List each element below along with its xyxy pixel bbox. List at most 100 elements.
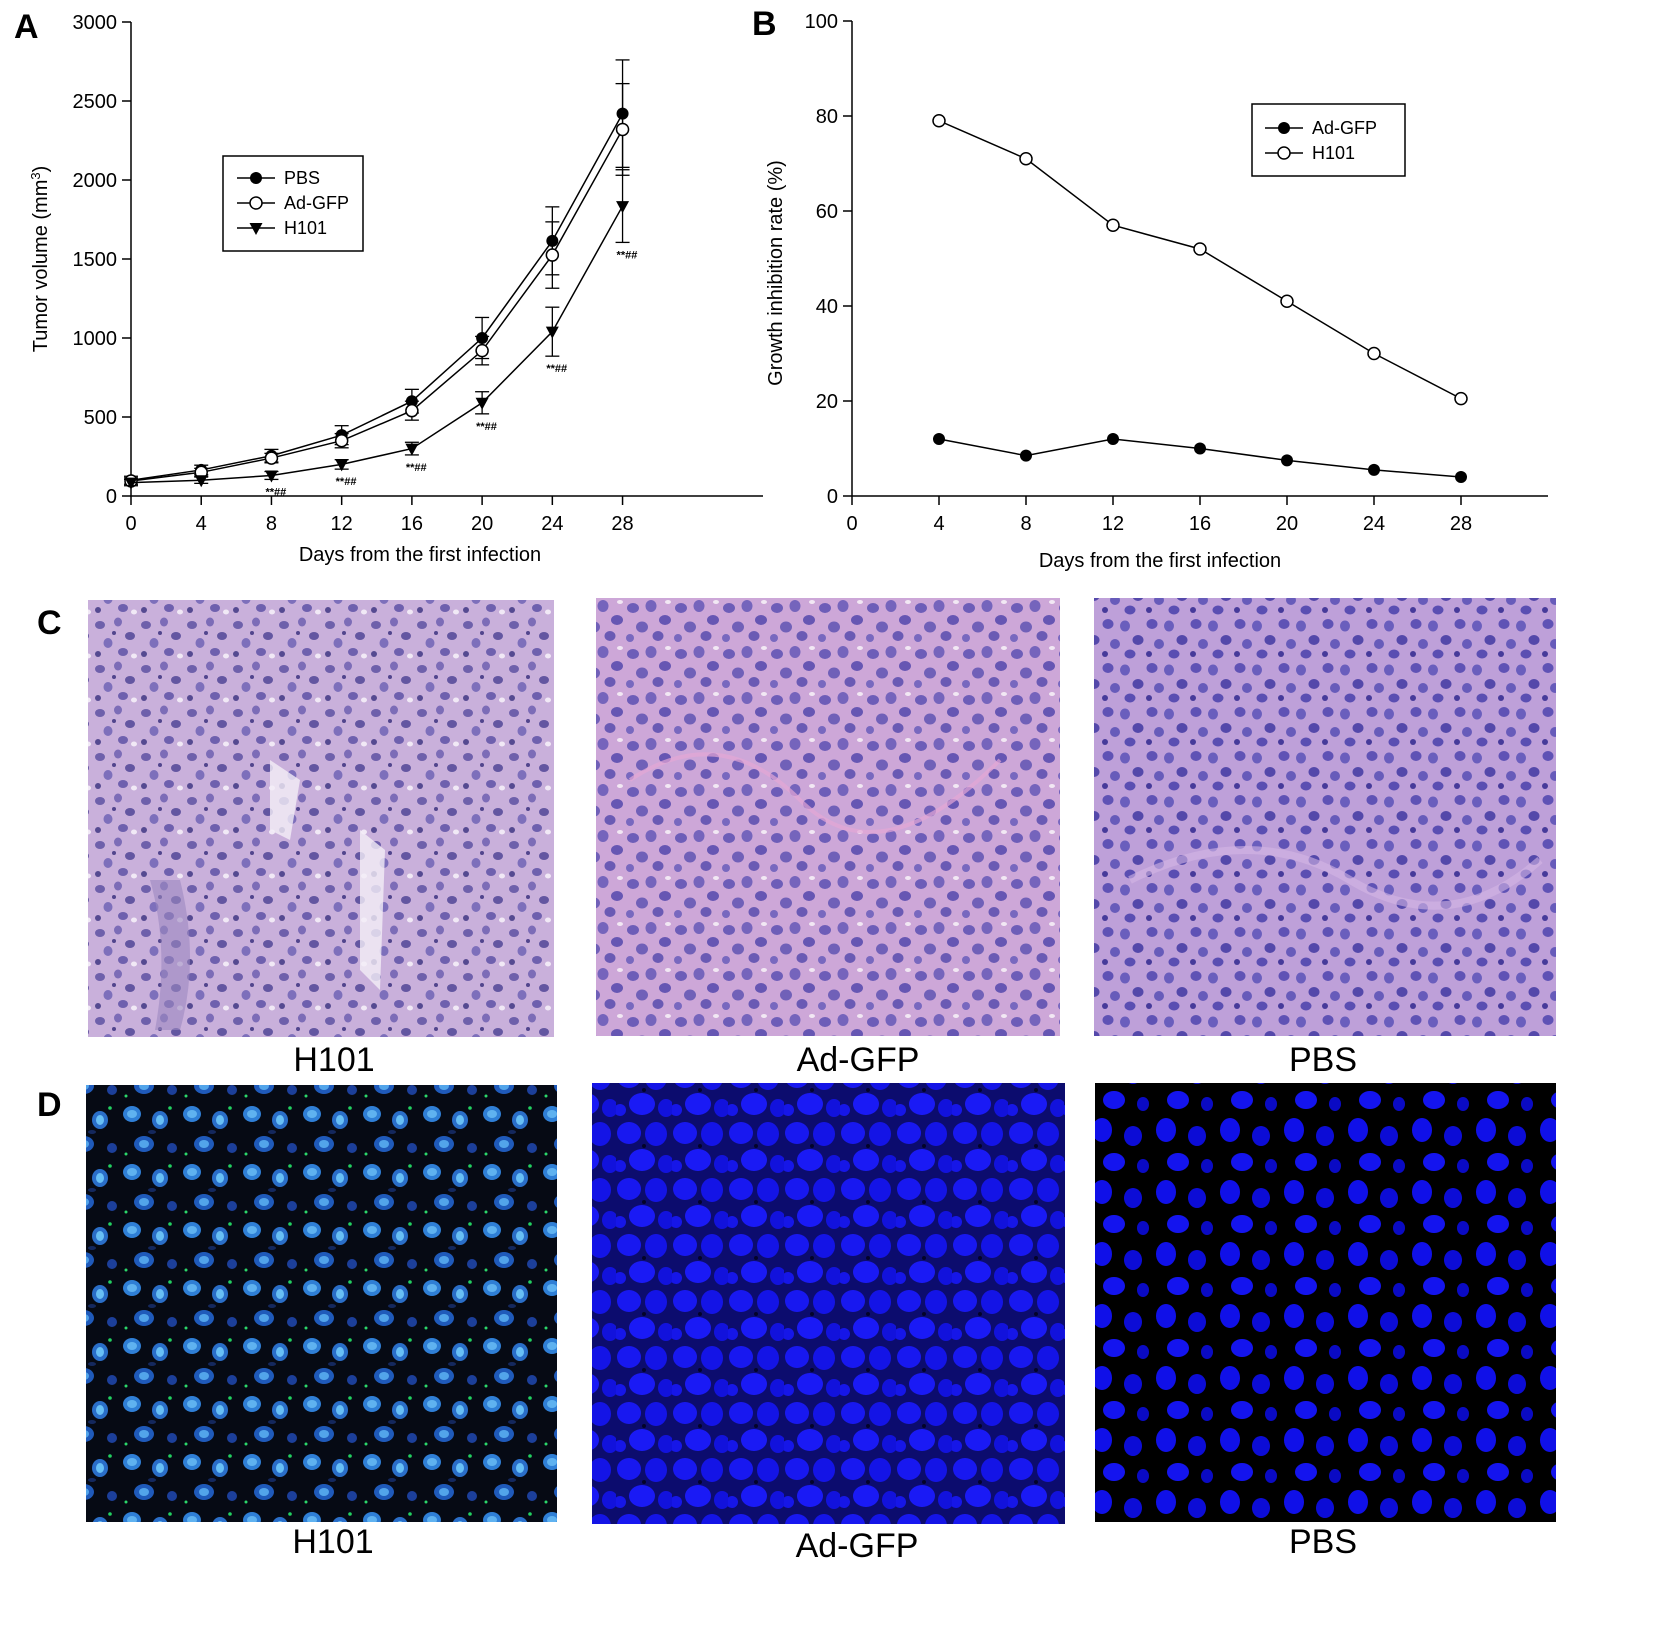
data-point-ad-gfp — [1281, 454, 1293, 467]
panel-b-chart: B 0 20 40 60 80 100 0 4 8 12 16 20 24 28 Days from t… — [752, 5, 1548, 572]
fluorescence-label-h101: H101 — [292, 1523, 373, 1561]
he-label-pbs: PBS — [1289, 1041, 1357, 1079]
data-point-h101 — [405, 443, 419, 456]
panel-a-legend: PBS Ad-GFP H101 — [222, 155, 364, 252]
panel-a-y-label-close: ) — [30, 166, 52, 173]
data-point-h101 — [194, 475, 208, 488]
legend-marker-ad-gfp — [1278, 122, 1290, 134]
panel-b-letter: B — [752, 5, 777, 43]
he-label-h101: H101 — [293, 1041, 374, 1079]
y-tick-label: 2500 — [73, 91, 118, 113]
data-point-ad-gfp — [1107, 433, 1119, 445]
panel-a-annotations: **## **## **## **## **## **## — [265, 249, 637, 498]
legend-marker-h101 — [249, 223, 263, 235]
x-tick-label: 8 — [1020, 513, 1031, 535]
y-tick-label: 500 — [84, 407, 117, 429]
data-point-ad-gfp — [475, 343, 489, 358]
x-tick-label: 20 — [1276, 513, 1298, 535]
panel-b-y-axis-label: Growth inhibition rate (%) — [765, 160, 787, 386]
y-tick-label: 0 — [106, 486, 117, 508]
data-point-h101 — [124, 477, 138, 490]
legend-marker-ad-gfp — [249, 196, 263, 210]
panel-a-chart: A 0 500 1000 1500 2000 2500 3000 0 4 8 12 16 20 24 28… — [14, 8, 763, 566]
x-tick-label: 12 — [1102, 513, 1124, 535]
legend-label-pbs: PBS — [284, 168, 320, 188]
x-tick-label: 24 — [1363, 513, 1385, 535]
fluorescence-image-ad-gfp — [592, 1083, 1065, 1524]
he-image-ad-gfp — [596, 598, 1060, 1036]
he-h101-gaps — [270, 760, 385, 990]
legend-label-h101: H101 — [1312, 143, 1355, 163]
significance-annotation: **## — [406, 462, 427, 474]
panel-d-letter: D — [37, 1086, 62, 1124]
data-point-h101 — [545, 326, 559, 339]
panel-d-fluorescence: D H101 Ad-GFP PBS — [37, 1083, 1556, 1565]
y-tick-label: 100 — [805, 11, 838, 33]
legend-label-h101: H101 — [284, 218, 327, 238]
fluorescence-image-h101 — [86, 1085, 557, 1522]
fluorescence-label-ad-gfp: Ad-GFP — [796, 1527, 919, 1565]
he-h101-wash — [88, 600, 554, 1037]
data-point-h101 — [1280, 294, 1294, 308]
legend-label-ad-gfp: Ad-GFP — [1312, 118, 1377, 138]
data-point-ad-gfp — [933, 433, 945, 445]
he-image-pbs — [1094, 598, 1556, 1036]
data-point-h101 — [1106, 218, 1120, 232]
y-tick-label: 3000 — [73, 12, 118, 34]
x-tick-label: 4 — [196, 513, 207, 535]
panel-a-x-axis-label: Days from the first infection — [299, 544, 541, 566]
panel-b-series — [932, 114, 1468, 483]
significance-annotation: **## — [546, 363, 567, 375]
x-tick-label: 16 — [1189, 513, 1211, 535]
he-ad-gfp-stroma — [628, 752, 1002, 834]
series-line-ad-gfp — [130, 129, 624, 482]
panel-b-x-ticks: 0 4 8 12 16 20 24 28 — [846, 496, 1472, 535]
data-point-h101 — [1193, 242, 1207, 256]
data-point-h101 — [616, 201, 630, 214]
y-tick-label: 60 — [816, 201, 838, 223]
he-h101-dark-region — [150, 880, 190, 1030]
panel-b-legend-box — [1251, 103, 1406, 177]
data-point-h101 — [932, 114, 946, 128]
series-line-pbs — [130, 113, 624, 481]
he-pbs-stroma — [1128, 846, 1543, 910]
x-tick-label: 0 — [846, 513, 857, 535]
significance-annotation: **## — [336, 476, 357, 488]
data-point-h101 — [335, 459, 349, 472]
significance-annotation: **## — [476, 421, 497, 433]
significance-annotation: **## — [265, 486, 286, 498]
panel-a-x-ticks: 0 4 8 12 16 20 24 28 — [125, 496, 634, 535]
panel-a-y-label-sup: 3 — [28, 172, 43, 179]
data-point-ad-gfp — [545, 248, 560, 262]
panel-a-series — [124, 59, 630, 490]
y-tick-label: 1000 — [73, 328, 118, 350]
data-point-ad-gfp — [1194, 442, 1206, 455]
data-point-h101 — [1454, 391, 1468, 406]
data-point-ad-gfp — [1020, 449, 1032, 462]
y-tick-label: 0 — [827, 486, 838, 508]
panel-c-letter: C — [37, 604, 62, 642]
panel-a-y-label-main: Tumor volume (mm — [30, 180, 52, 353]
x-tick-label: 0 — [125, 513, 136, 535]
data-point-ad-gfp — [1455, 471, 1467, 483]
he-label-ad-gfp: Ad-GFP — [797, 1041, 920, 1079]
fluorescence-label-pbs: PBS — [1289, 1523, 1357, 1561]
y-tick-label: 20 — [816, 391, 838, 413]
significance-annotation: **## — [617, 249, 638, 261]
panel-a-y-ticks: 0 500 1000 1500 2000 2500 3000 — [73, 12, 131, 508]
data-point-ad-gfp — [405, 403, 419, 418]
panel-b-legend: Ad-GFP H101 — [1251, 103, 1406, 177]
panel-a-letter: A — [14, 8, 39, 46]
x-tick-label: 12 — [331, 513, 353, 535]
data-point-h101 — [264, 470, 278, 483]
x-tick-label: 20 — [471, 513, 493, 535]
legend-label-ad-gfp: Ad-GFP — [284, 193, 349, 213]
legend-marker-h101 — [1277, 146, 1291, 160]
data-point-h101 — [475, 397, 489, 410]
panel-b-x-axis-label: Days from the first infection — [1039, 550, 1281, 572]
y-tick-label: 2000 — [73, 170, 118, 192]
series-line-h101 — [130, 205, 624, 484]
data-point-ad-gfp — [334, 433, 349, 448]
data-point-h101 — [1019, 152, 1033, 166]
